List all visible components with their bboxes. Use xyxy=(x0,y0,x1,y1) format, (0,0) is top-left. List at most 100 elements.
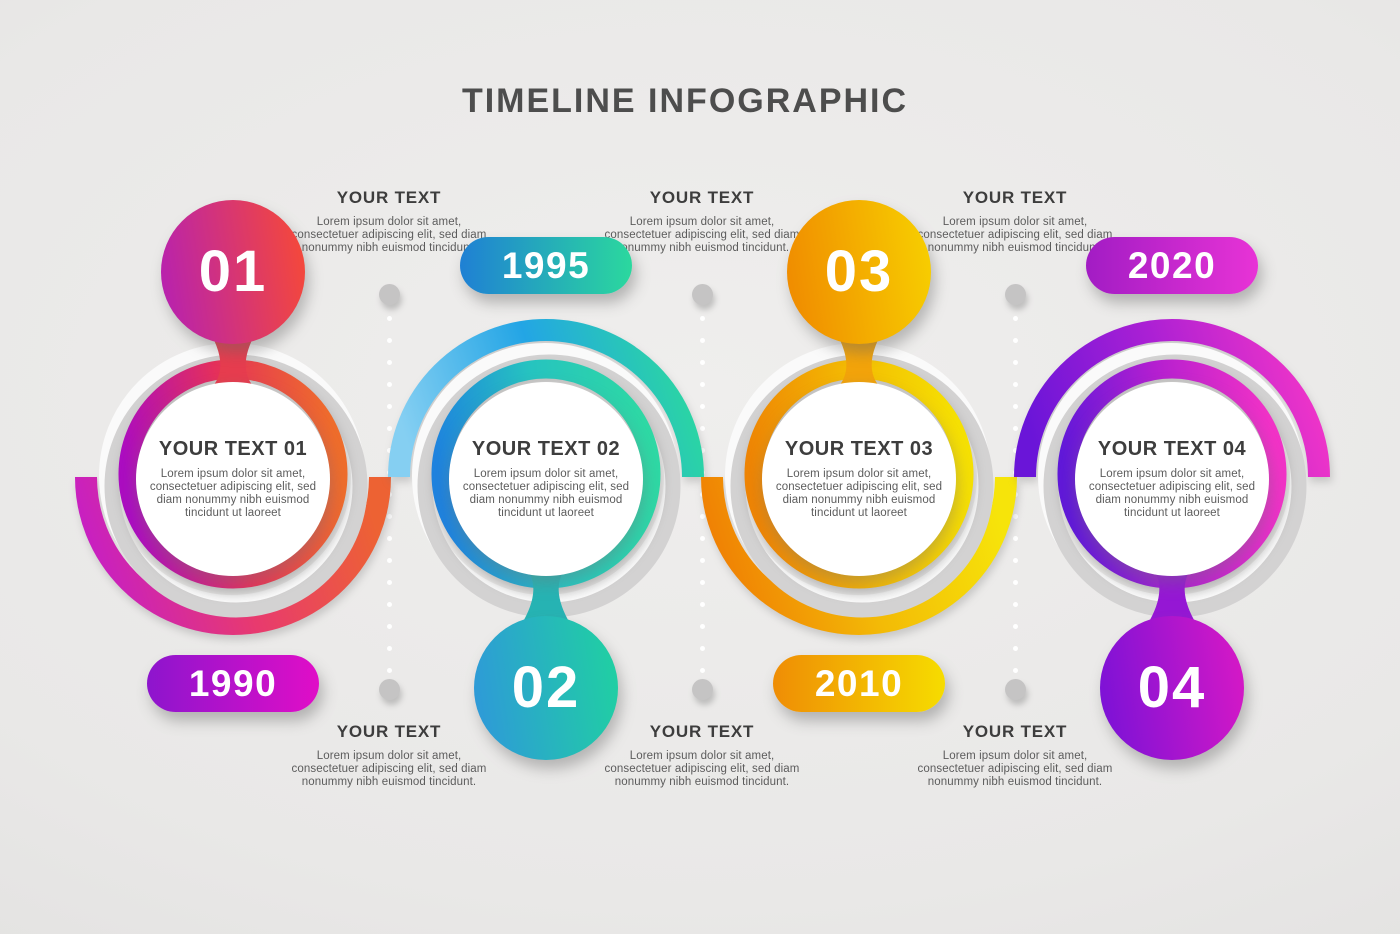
timeline-dot-large-bottom xyxy=(1004,679,1026,700)
timeline-note-top-2: YOUR TEXT Lorem ipsum dolor sit amet, con… xyxy=(597,188,807,255)
timeline-dot-small xyxy=(699,646,705,651)
timeline-dot-small xyxy=(1012,602,1018,607)
timeline-dot-small xyxy=(1012,668,1018,673)
timeline-dot-small xyxy=(386,360,392,365)
timeline-dot-small xyxy=(386,316,392,321)
timeline-dot-large-top xyxy=(378,284,400,305)
milestone-number: 01 xyxy=(198,239,268,304)
timeline-dot-small xyxy=(1012,580,1018,585)
note-heading: YOUR TEXT xyxy=(649,722,755,741)
milestone-heading: YOUR TEXT 04 xyxy=(1097,438,1247,460)
milestone-heading: YOUR TEXT 01 xyxy=(158,438,308,460)
milestone-03 xyxy=(689,160,1029,820)
timeline-dot-small xyxy=(1012,382,1018,387)
timeline-dot-small xyxy=(1012,426,1018,431)
outer-arc xyxy=(75,476,391,635)
content-circle xyxy=(449,382,643,576)
timeline-dot-small xyxy=(386,668,392,673)
year-label: 2020 xyxy=(1127,245,1217,286)
timeline-dot-small xyxy=(386,558,392,563)
timeline-dot-small xyxy=(699,580,705,585)
year-pill: 1990 xyxy=(147,655,319,712)
timeline-dot-small xyxy=(1012,646,1018,651)
number-circle xyxy=(474,616,618,760)
note-body: Lorem ipsum dolor sit amet, consectetuer… xyxy=(604,750,800,788)
note-body: Lorem ipsum dolor sit amet, consectetuer… xyxy=(291,216,487,254)
timeline-note-bottom-1: YOUR TEXT Lorem ipsum dolor sit amet, con… xyxy=(284,722,494,789)
timeline-dot-large-top xyxy=(691,284,713,305)
timeline-dot-small xyxy=(1012,514,1018,519)
content-circle xyxy=(136,382,330,576)
timeline-dot-small xyxy=(699,404,705,409)
outer-arc xyxy=(388,319,704,478)
neck xyxy=(518,568,574,630)
timeline-dot-small xyxy=(699,338,705,343)
outer-arc xyxy=(1014,319,1330,478)
number-circle xyxy=(1100,616,1244,760)
neck xyxy=(1144,568,1200,630)
timeline-dot-small xyxy=(699,316,705,321)
milestone-04 xyxy=(1002,160,1342,820)
timeline-dot-small xyxy=(1012,558,1018,563)
timeline-dot-small xyxy=(386,602,392,607)
number-circle xyxy=(787,200,931,344)
timeline-dot-small xyxy=(1012,404,1018,409)
year-label: 1990 xyxy=(188,663,278,704)
timeline-dot-small xyxy=(386,514,392,519)
milestone-body: Lorem ipsum dolor sit amet, consectetuer… xyxy=(462,468,630,519)
timeline-dot-small xyxy=(699,382,705,387)
note-heading: YOUR TEXT xyxy=(649,188,755,207)
timeline-dot-small xyxy=(699,360,705,365)
note-body: Lorem ipsum dolor sit amet, consectetuer… xyxy=(917,750,1113,788)
timeline-dot-small xyxy=(699,558,705,563)
timeline-dot-small xyxy=(699,448,705,453)
milestone-text: YOUR TEXT 02 Lorem ipsum dolor sit amet, … xyxy=(436,438,656,520)
timeline-note-top-3: YOUR TEXT Lorem ipsum dolor sit amet, con… xyxy=(910,188,1120,255)
milestone-heading: YOUR TEXT 03 xyxy=(784,438,934,460)
timeline-dot-small xyxy=(1012,448,1018,453)
milestone-body: Lorem ipsum dolor sit amet, consectetuer… xyxy=(775,468,943,519)
timeline-dot-small xyxy=(386,426,392,431)
milestone-body: Lorem ipsum dolor sit amet, consectetuer… xyxy=(149,468,317,519)
timeline-dot-small xyxy=(386,448,392,453)
page-title: TIMELINE INFOGRAPHIC xyxy=(461,82,909,120)
milestone-01 xyxy=(63,160,403,820)
timeline-dot-small xyxy=(1012,624,1018,629)
timeline-dot-small xyxy=(699,536,705,541)
timeline-dot-small xyxy=(386,580,392,585)
year-pill: 1995 xyxy=(460,237,632,294)
year-pill: 2010 xyxy=(773,655,945,712)
timeline-dot-large-top xyxy=(1004,284,1026,305)
timeline-dot-small xyxy=(386,338,392,343)
timeline-dot-small xyxy=(699,602,705,607)
milestone-number: 04 xyxy=(1137,655,1207,720)
milestone-text: YOUR TEXT 01 Lorem ipsum dolor sit amet, … xyxy=(123,438,343,520)
timeline-dot-large-bottom xyxy=(378,679,400,700)
timeline-dot-large-bottom xyxy=(691,679,713,700)
note-body: Lorem ipsum dolor sit amet, consectetuer… xyxy=(917,216,1113,254)
timeline-dot-small xyxy=(1012,338,1018,343)
outer-arc xyxy=(701,476,1017,635)
timeline-note-bottom-2: YOUR TEXT Lorem ipsum dolor sit amet, con… xyxy=(597,722,807,789)
milestone-heading: YOUR TEXT 02 xyxy=(471,438,621,460)
milestone-02 xyxy=(376,160,716,820)
note-heading: YOUR TEXT xyxy=(962,722,1068,741)
year-label: 2010 xyxy=(814,663,904,704)
year-label: 1995 xyxy=(501,245,591,286)
milestone-number: 02 xyxy=(511,655,581,720)
note-heading: YOUR TEXT xyxy=(336,722,442,741)
milestone-text: YOUR TEXT 03 Lorem ipsum dolor sit amet, … xyxy=(749,438,969,520)
content-circle xyxy=(762,382,956,576)
timeline-dot-small xyxy=(1012,360,1018,365)
timeline-dot-small xyxy=(386,646,392,651)
timeline-dot-small xyxy=(386,382,392,387)
timeline-dot-small xyxy=(386,404,392,409)
timeline-dot-small xyxy=(699,426,705,431)
timeline-note-bottom-3: YOUR TEXT Lorem ipsum dolor sit amet, con… xyxy=(910,722,1120,789)
milestone-text: YOUR TEXT 04 Lorem ipsum dolor sit amet, … xyxy=(1062,438,1282,520)
note-heading: YOUR TEXT xyxy=(962,188,1068,207)
timeline-dot-small xyxy=(1012,536,1018,541)
timeline-note-top-1: YOUR TEXT Lorem ipsum dolor sit amet, con… xyxy=(284,188,494,255)
note-body: Lorem ipsum dolor sit amet, consectetuer… xyxy=(291,750,487,788)
